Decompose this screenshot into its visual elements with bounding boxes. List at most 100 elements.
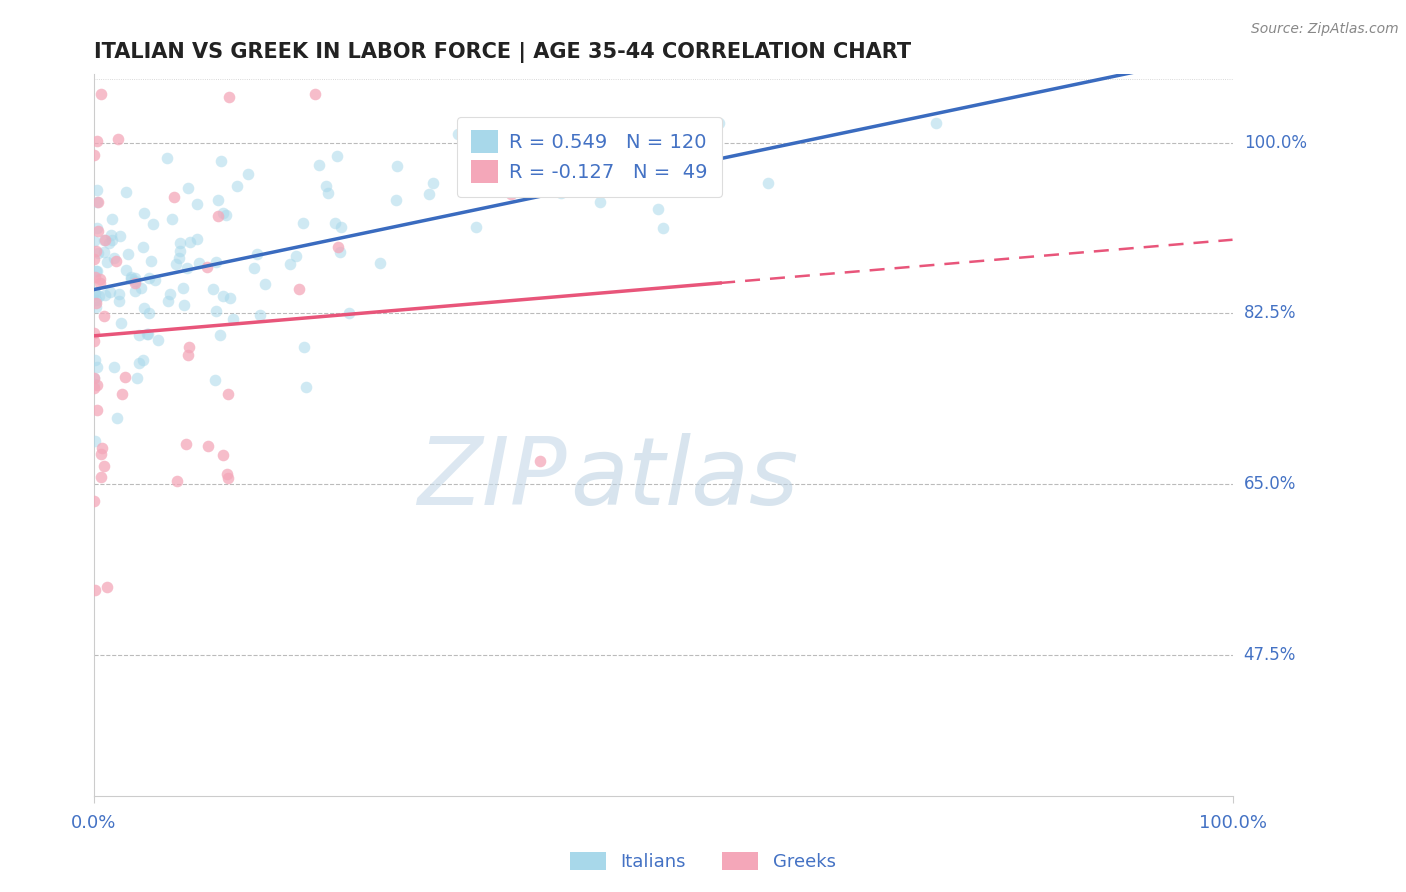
Point: [316, 186, 339, 201]
Point: [156, 151, 179, 165]
Point: [212, 448, 235, 462]
Point: [86, 360, 108, 375]
Point: [83, 370, 105, 384]
Point: [115, 185, 138, 199]
Point: [108, 293, 131, 308]
Point: [120, 272, 142, 286]
Point: [217, 471, 239, 485]
Point: [128, 356, 150, 370]
Point: [292, 340, 315, 354]
Point: [124, 270, 146, 285]
Point: [86, 264, 108, 278]
Point: [100, 228, 122, 243]
Point: [165, 257, 187, 271]
Point: [124, 274, 146, 288]
Point: [83, 326, 105, 340]
Point: [205, 255, 228, 269]
Point: [83, 285, 105, 300]
Point: [326, 149, 349, 163]
Point: [179, 235, 201, 250]
Point: [111, 387, 134, 401]
Point: [197, 439, 219, 453]
Point: [83, 376, 105, 391]
Point: [176, 260, 198, 275]
Point: [87, 289, 110, 303]
Point: [115, 263, 138, 277]
Point: [90, 87, 112, 101]
Point: [142, 217, 165, 231]
Point: [83, 252, 105, 267]
Point: [93, 458, 115, 473]
Point: [120, 269, 142, 284]
Point: [167, 252, 190, 266]
Point: [96, 254, 118, 268]
Point: [114, 369, 136, 384]
Point: [86, 300, 108, 314]
Point: [93, 244, 115, 259]
Point: [83, 148, 105, 162]
Point: [90, 470, 112, 484]
Point: [209, 153, 232, 168]
Point: [83, 494, 105, 508]
Point: [328, 240, 350, 254]
Point: [204, 373, 226, 387]
Point: [125, 370, 148, 384]
Point: [93, 234, 115, 248]
Point: [173, 298, 195, 312]
Point: [87, 194, 110, 209]
Point: [103, 360, 125, 375]
Point: [129, 281, 152, 295]
Point: [186, 232, 208, 246]
Point: [422, 176, 444, 190]
Text: 65.0%: 65.0%: [1244, 475, 1296, 493]
Legend: Italians, Greeks: Italians, Greeks: [562, 846, 844, 879]
Point: [83, 582, 105, 597]
Point: [242, 260, 264, 275]
Text: Source: ZipAtlas.com: Source: ZipAtlas.com: [1251, 22, 1399, 37]
Point: [83, 334, 105, 349]
Point: [138, 306, 160, 320]
Point: [94, 233, 117, 247]
Point: [188, 255, 211, 269]
Point: [93, 310, 115, 324]
Point: [160, 211, 183, 226]
Point: [201, 282, 224, 296]
Point: [105, 410, 128, 425]
Point: [177, 347, 200, 361]
Point: [647, 202, 669, 216]
Point: [207, 209, 229, 223]
Point: [83, 370, 105, 384]
Point: [124, 276, 146, 290]
Point: [337, 306, 360, 320]
Point: [589, 194, 612, 209]
Point: [205, 303, 228, 318]
Point: [117, 246, 139, 260]
Point: [132, 240, 155, 254]
Point: [246, 247, 269, 261]
Point: [499, 186, 522, 201]
Point: [329, 245, 352, 260]
Point: [315, 179, 337, 194]
Point: [108, 228, 131, 243]
Point: [86, 293, 108, 308]
Point: [84, 285, 107, 300]
Point: [134, 206, 156, 220]
Point: [89, 276, 111, 290]
Point: [156, 294, 179, 309]
Point: [86, 184, 108, 198]
Point: [143, 273, 166, 287]
Point: [84, 270, 107, 285]
Point: [132, 301, 155, 315]
Point: [758, 176, 780, 190]
Point: [652, 221, 675, 235]
Point: [166, 474, 188, 488]
Point: [146, 333, 169, 347]
Point: [132, 352, 155, 367]
Point: [236, 167, 259, 181]
Point: [304, 87, 326, 101]
Point: [86, 403, 108, 417]
Point: [217, 467, 239, 481]
Point: [207, 193, 229, 207]
Point: [707, 116, 730, 130]
Point: [139, 253, 162, 268]
